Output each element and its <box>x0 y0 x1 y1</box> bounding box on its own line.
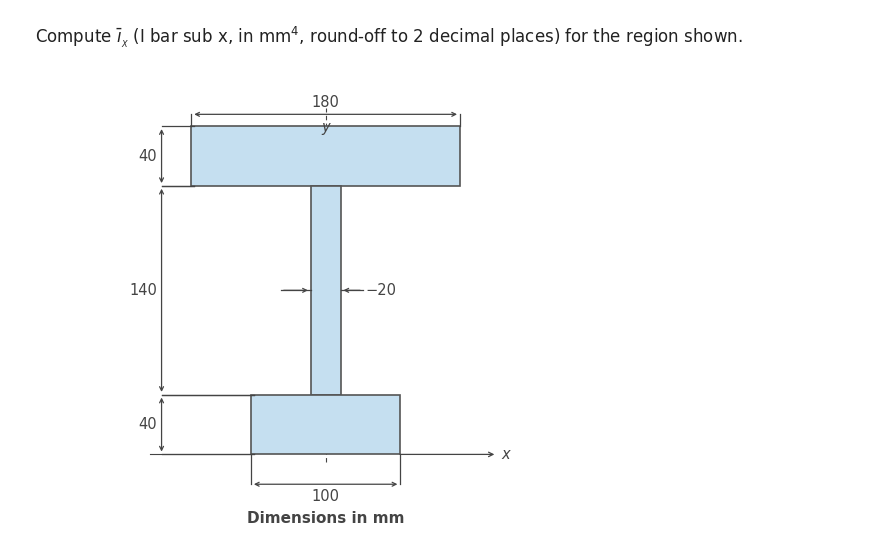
Text: 40: 40 <box>138 417 158 432</box>
Text: 180: 180 <box>312 95 340 110</box>
Text: Compute $\bar{\imath}_{_X}$ (I bar sub x, in mm$^{4}$, round-off to 2 decimal pl: Compute $\bar{\imath}_{_X}$ (I bar sub x… <box>35 25 743 50</box>
Text: y: y <box>321 120 330 135</box>
Bar <box>192 127 460 186</box>
Text: 140: 140 <box>130 283 158 298</box>
Text: 40: 40 <box>138 149 158 164</box>
Text: −20: −20 <box>366 283 397 298</box>
Bar <box>311 186 340 395</box>
Text: x: x <box>501 447 510 462</box>
Bar <box>251 395 400 455</box>
Text: 100: 100 <box>312 489 340 504</box>
Text: Dimensions in mm: Dimensions in mm <box>247 511 404 526</box>
